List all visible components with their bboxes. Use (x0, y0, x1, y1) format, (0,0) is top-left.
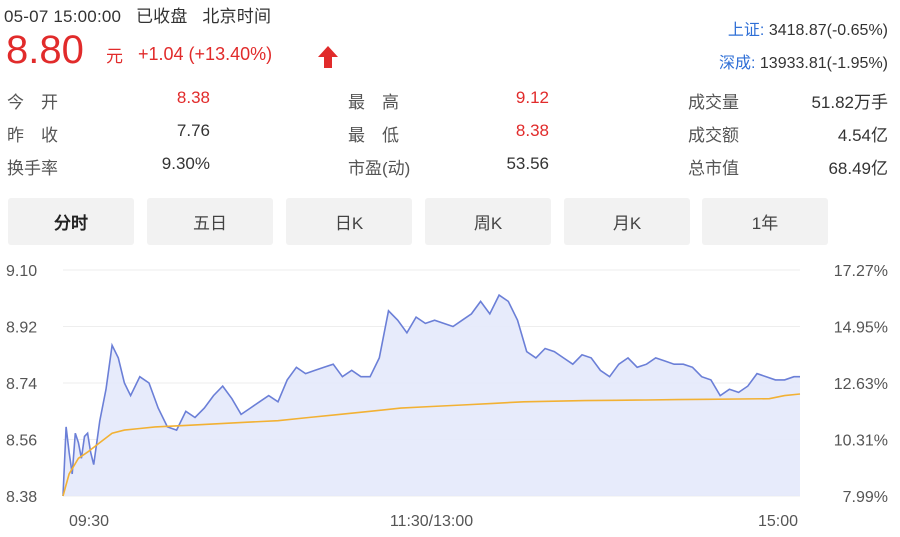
index-shenzhen[interactable]: 深成: 13933.81(-1.95%) (719, 49, 888, 73)
y-right-tick-label: 14.95% (834, 320, 888, 337)
tab-daily-k[interactable]: 日K (286, 198, 412, 245)
tab-intraday[interactable]: 分时 (8, 198, 134, 245)
current-price: 8.80 (6, 28, 84, 72)
high-label: 最 高 (348, 93, 399, 112)
open-value: 8.38 (176, 88, 210, 107)
pe-value: 53.56 (506, 154, 549, 173)
prev-close-value: 7.76 (176, 121, 210, 140)
x-tick-label: 15:00 (758, 513, 798, 530)
y-left-tick-label: 8.56 (6, 433, 37, 450)
turnover-rate-value: 9.30% (161, 154, 210, 173)
x-tick-label: 09:30 (69, 513, 109, 530)
y-left-tick-label: 8.92 (6, 320, 37, 337)
tab-weekly-k[interactable]: 周K (425, 198, 551, 245)
open-label: 今 开 (7, 93, 58, 112)
market-status: 已收盘 (135, 7, 188, 26)
volume-value: 51.82万手 (811, 93, 888, 112)
index-value: 13933.81(-1.95%) (759, 55, 888, 72)
index-value: 3418.87(-0.65%) (768, 22, 888, 39)
prev-close-label: 昨 收 (7, 126, 58, 145)
price-unit: 元 (106, 47, 123, 66)
low-value: 8.38 (515, 121, 549, 140)
y-right-tick-label: 17.27% (834, 263, 888, 280)
y-right-tick-label: 7.99% (843, 489, 888, 506)
timestamp: 05-07 15:00:00 (4, 7, 122, 26)
x-tick-label: 11:30/13:00 (390, 513, 473, 530)
index-shanghai[interactable]: 上证: 3418.87(-0.65%) (728, 16, 888, 40)
market-cap-label: 总市值 (688, 159, 739, 178)
y-left-tick-label: 8.38 (6, 489, 37, 506)
high-value: 9.12 (515, 88, 549, 107)
amount-label: 成交额 (688, 126, 739, 145)
chart-period-tabs: 分时 五日 日K 周K 月K 1年 (8, 198, 828, 245)
price-series-line (62, 293, 800, 497)
tab-one-year[interactable]: 1年 (702, 198, 828, 245)
market-cap-value: 68.49亿 (828, 159, 888, 178)
price-change: +1.04 (+13.40%) (138, 44, 273, 64)
volume-label: 成交量 (688, 93, 739, 112)
arrow-up-icon (317, 45, 339, 74)
y-right-tick-label: 10.31% (834, 433, 888, 450)
timezone-label: 北京时间 (202, 7, 272, 26)
amount-value: 4.54亿 (837, 126, 888, 145)
turnover-rate-label: 换手率 (7, 159, 58, 178)
timestamp-line: 05-07 15:00:00 已收盘 北京时间 (4, 2, 271, 27)
pe-label: 市盈(动) (348, 159, 411, 178)
index-name: 上证: (727, 22, 765, 39)
average-series-line (62, 393, 801, 497)
low-label: 最 低 (348, 126, 399, 145)
tab-monthly-k[interactable]: 月K (564, 198, 690, 245)
y-right-tick-label: 12.63% (834, 376, 888, 393)
y-left-tick-label: 9.10 (6, 263, 37, 280)
index-name: 深成: (719, 55, 756, 72)
y-left-tick-label: 8.74 (6, 376, 37, 393)
tab-five-day[interactable]: 五日 (147, 198, 273, 245)
price-area-fill (63, 295, 800, 496)
